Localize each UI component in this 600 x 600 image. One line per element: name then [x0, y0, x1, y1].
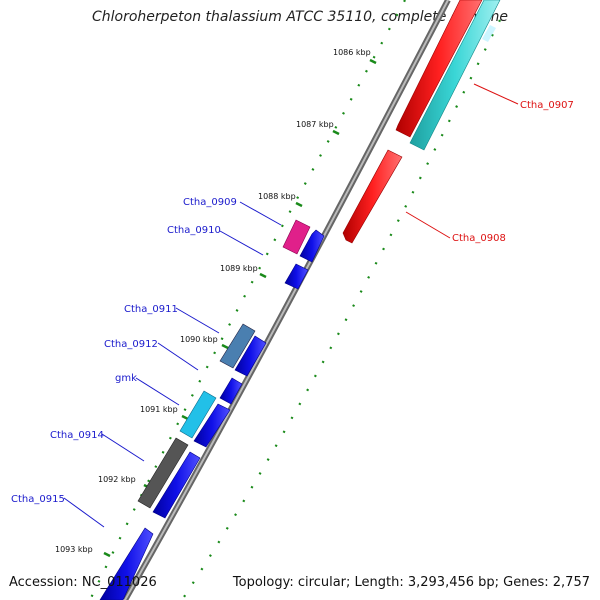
tick-label: 1093 kbp [55, 545, 93, 554]
tick-label: 1091 kbp [140, 405, 178, 414]
gene-label-ctha-0912[interactable]: Ctha_0912 [104, 339, 158, 350]
tick-label: 1087 kbp [296, 120, 334, 129]
callout-lines [63, 83, 519, 528]
gene-gmk[interactable] [179, 390, 217, 439]
gene-label-ctha-0907[interactable]: Ctha_0907 [520, 100, 574, 111]
gene-ctha-0909[interactable] [282, 219, 311, 255]
gene-label-ctha-0908[interactable]: Ctha_0908 [452, 233, 506, 244]
gene-ctha-0907[interactable] [395, 0, 483, 138]
gene-blue-gmk[interactable] [219, 377, 243, 405]
cyan-feature-top [482, 25, 496, 42]
gene-label-ctha-0910[interactable]: Ctha_0910 [167, 225, 221, 236]
outer-dotted-ring [181, 19, 501, 600]
gene-ctha-0915[interactable] [99, 527, 154, 600]
accession-text: Accession: NC_011026 [9, 575, 157, 590]
gene-ctha-0908[interactable] [342, 149, 403, 244]
page-title: Chloroherpeton thalassium ATCC 35110, co… [92, 9, 508, 25]
gene-ctha-0912[interactable] [234, 335, 267, 377]
gene-ctha-0907-cyan[interactable] [409, 0, 501, 151]
gene-label-ctha-0909[interactable]: Ctha_0909 [183, 197, 237, 208]
gene-blue-gmk-b[interactable] [193, 403, 231, 448]
gene-label-ctha-0911[interactable]: Ctha_0911 [124, 304, 178, 315]
tick-label: 1089 kbp [220, 264, 258, 273]
tick-label: 1090 kbp [180, 335, 218, 344]
gene-label-gmk[interactable]: gmk [115, 373, 137, 384]
tick-label: 1088 kbp [258, 192, 296, 201]
gene-blue-0910b[interactable] [284, 263, 309, 290]
genome-summary: Topology: circular; Length: 3,293,456 bp… [232, 575, 590, 590]
gene-label-ctha-0915[interactable]: Ctha_0915 [11, 494, 65, 505]
gene-label-ctha-0914[interactable]: Ctha_0914 [50, 430, 104, 441]
tick-label: 1092 kbp [98, 475, 136, 484]
gene-gray[interactable] [137, 437, 189, 509]
gene-ctha-0910[interactable] [299, 229, 325, 263]
inner-dotted-ring [89, 0, 406, 600]
tick-label: 1086 kbp [333, 48, 371, 57]
backbone [122, 0, 451, 600]
gene-ctha-0914[interactable] [152, 451, 201, 519]
gene-ctha-0911[interactable] [219, 323, 256, 369]
